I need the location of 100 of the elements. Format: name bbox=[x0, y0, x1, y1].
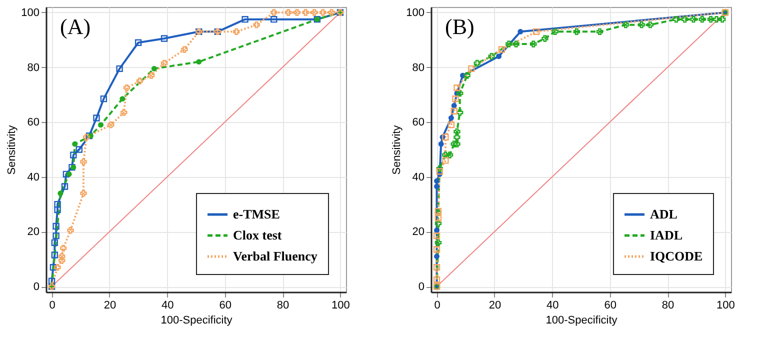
point bbox=[530, 40, 537, 48]
point bbox=[488, 52, 495, 60]
point bbox=[54, 206, 61, 214]
point bbox=[434, 254, 440, 260]
point bbox=[76, 146, 83, 153]
legend-label: ADL bbox=[650, 206, 678, 222]
point bbox=[181, 46, 188, 53]
point bbox=[83, 134, 90, 141]
y-axis-title: Sensitivity bbox=[6, 124, 18, 175]
y-tick-label: 20 bbox=[412, 226, 424, 238]
point bbox=[433, 246, 440, 253]
point bbox=[62, 170, 70, 178]
legend-label: Clox test bbox=[233, 228, 282, 242]
point bbox=[151, 66, 157, 72]
point bbox=[310, 9, 318, 16]
point bbox=[54, 200, 61, 208]
point bbox=[58, 253, 66, 260]
point bbox=[456, 90, 464, 97]
point bbox=[468, 65, 475, 72]
x-tick-label: 100 bbox=[716, 300, 735, 312]
point bbox=[436, 168, 443, 175]
point bbox=[682, 16, 688, 23]
x-tick-label: 80 bbox=[276, 300, 290, 312]
point bbox=[638, 21, 645, 28]
point bbox=[328, 9, 335, 16]
y-tick-label: 20 bbox=[27, 226, 40, 238]
point bbox=[474, 60, 480, 67]
point bbox=[61, 183, 68, 190]
point bbox=[646, 21, 654, 28]
point bbox=[253, 21, 260, 28]
point bbox=[160, 60, 168, 67]
x-axis-title: 100-Specificity bbox=[546, 314, 618, 326]
x-tick-label: 60 bbox=[219, 300, 232, 312]
point bbox=[136, 78, 144, 84]
point bbox=[50, 264, 57, 271]
point bbox=[116, 65, 123, 72]
point bbox=[160, 35, 168, 42]
point bbox=[672, 16, 680, 23]
point bbox=[51, 239, 58, 246]
point bbox=[434, 239, 442, 246]
point bbox=[448, 122, 455, 128]
point bbox=[434, 214, 442, 222]
point bbox=[698, 16, 706, 23]
point bbox=[72, 141, 78, 147]
point bbox=[596, 28, 604, 35]
point bbox=[496, 54, 502, 60]
point bbox=[67, 227, 74, 234]
point bbox=[60, 244, 67, 252]
x-tick-label: 60 bbox=[604, 300, 616, 312]
point bbox=[719, 16, 726, 23]
point bbox=[454, 84, 460, 92]
point bbox=[433, 276, 440, 284]
x-tick-label: 0 bbox=[434, 300, 440, 312]
y-tick-label: 80 bbox=[412, 62, 424, 74]
x-tick-label: 80 bbox=[662, 300, 674, 312]
annotation: (A) bbox=[60, 14, 91, 39]
point bbox=[320, 9, 326, 16]
point bbox=[713, 16, 720, 23]
point bbox=[58, 190, 64, 196]
point bbox=[80, 158, 87, 166]
point bbox=[433, 264, 440, 271]
y-tick-label: 40 bbox=[27, 171, 40, 184]
point bbox=[70, 152, 77, 158]
point bbox=[100, 95, 108, 102]
legend-label: Verbal Fluency bbox=[233, 248, 318, 264]
y-tick-label: 40 bbox=[412, 171, 424, 184]
point bbox=[123, 84, 130, 92]
point bbox=[120, 109, 128, 116]
y-tick-label: 0 bbox=[418, 281, 424, 294]
point bbox=[450, 108, 458, 114]
point bbox=[454, 140, 460, 148]
point bbox=[294, 9, 300, 16]
point bbox=[707, 16, 714, 23]
point bbox=[442, 157, 449, 164]
x-tick-label: 40 bbox=[546, 300, 559, 312]
point bbox=[433, 232, 440, 240]
point bbox=[442, 152, 449, 158]
y-tick-label: 0 bbox=[33, 281, 40, 294]
point bbox=[690, 16, 697, 23]
point bbox=[518, 28, 524, 34]
point bbox=[52, 232, 60, 240]
point bbox=[233, 28, 240, 35]
point bbox=[134, 39, 142, 46]
point bbox=[448, 115, 454, 121]
point bbox=[622, 21, 630, 28]
point bbox=[438, 141, 444, 147]
x-axis-title: 100-Specificity bbox=[160, 314, 233, 326]
x-tick-label: 40 bbox=[162, 300, 174, 312]
point bbox=[456, 109, 464, 116]
point bbox=[93, 114, 100, 122]
point bbox=[108, 122, 114, 128]
point bbox=[506, 40, 512, 48]
point bbox=[436, 165, 443, 172]
point bbox=[552, 28, 558, 35]
point bbox=[434, 178, 440, 184]
point bbox=[434, 220, 442, 227]
point bbox=[148, 72, 155, 79]
point bbox=[242, 16, 248, 23]
point bbox=[48, 278, 56, 284]
point bbox=[451, 102, 457, 108]
